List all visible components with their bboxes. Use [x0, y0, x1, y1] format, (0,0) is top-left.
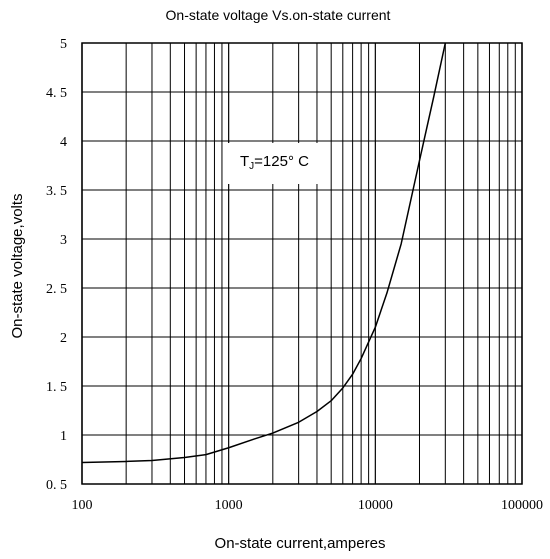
- y-tick-labels: 0. 5 1 1. 5 2 2. 5 3 3. 5 4 4. 5 5: [46, 37, 67, 493]
- grid: [81, 42, 523, 485]
- y-tick-label: 3. 5: [46, 184, 67, 199]
- x-tick-label: 1000: [215, 498, 243, 513]
- x-tick-label: 100000: [501, 498, 543, 513]
- y-tick-label: 1: [60, 429, 67, 444]
- y-axis-label: On-state voltage,volts: [9, 193, 26, 338]
- y-tick-label: 5: [60, 37, 67, 52]
- y-tick-label: 4. 5: [46, 86, 67, 101]
- temperature-annotation: TJ=125° C: [240, 153, 309, 172]
- y-tick-label: 4: [60, 135, 67, 150]
- x-axis-label: On-state current,amperes: [215, 535, 386, 552]
- plot-frame: [81, 42, 523, 485]
- y-tick-label: 0. 5: [46, 478, 67, 493]
- series-line: [81, 42, 447, 464]
- y-tick-label: 1. 5: [46, 380, 67, 395]
- x-tick-label: 100: [72, 498, 93, 513]
- y-tick-label: 2: [60, 331, 67, 346]
- y-tick-label: 2. 5: [46, 282, 67, 297]
- y-tick-label: 3: [60, 233, 67, 248]
- chart-title: On-state voltage Vs.on-state current: [166, 7, 391, 23]
- annotation-main: T: [240, 153, 249, 170]
- x-tick-label: 10000: [358, 498, 393, 513]
- x-tick-labels: 100 1000 10000 100000: [72, 498, 544, 513]
- annotation-background: [226, 143, 324, 184]
- annotation-rest: =125° C: [254, 153, 309, 170]
- series-curve: [81, 42, 447, 464]
- annotation-subscript: J: [249, 161, 254, 172]
